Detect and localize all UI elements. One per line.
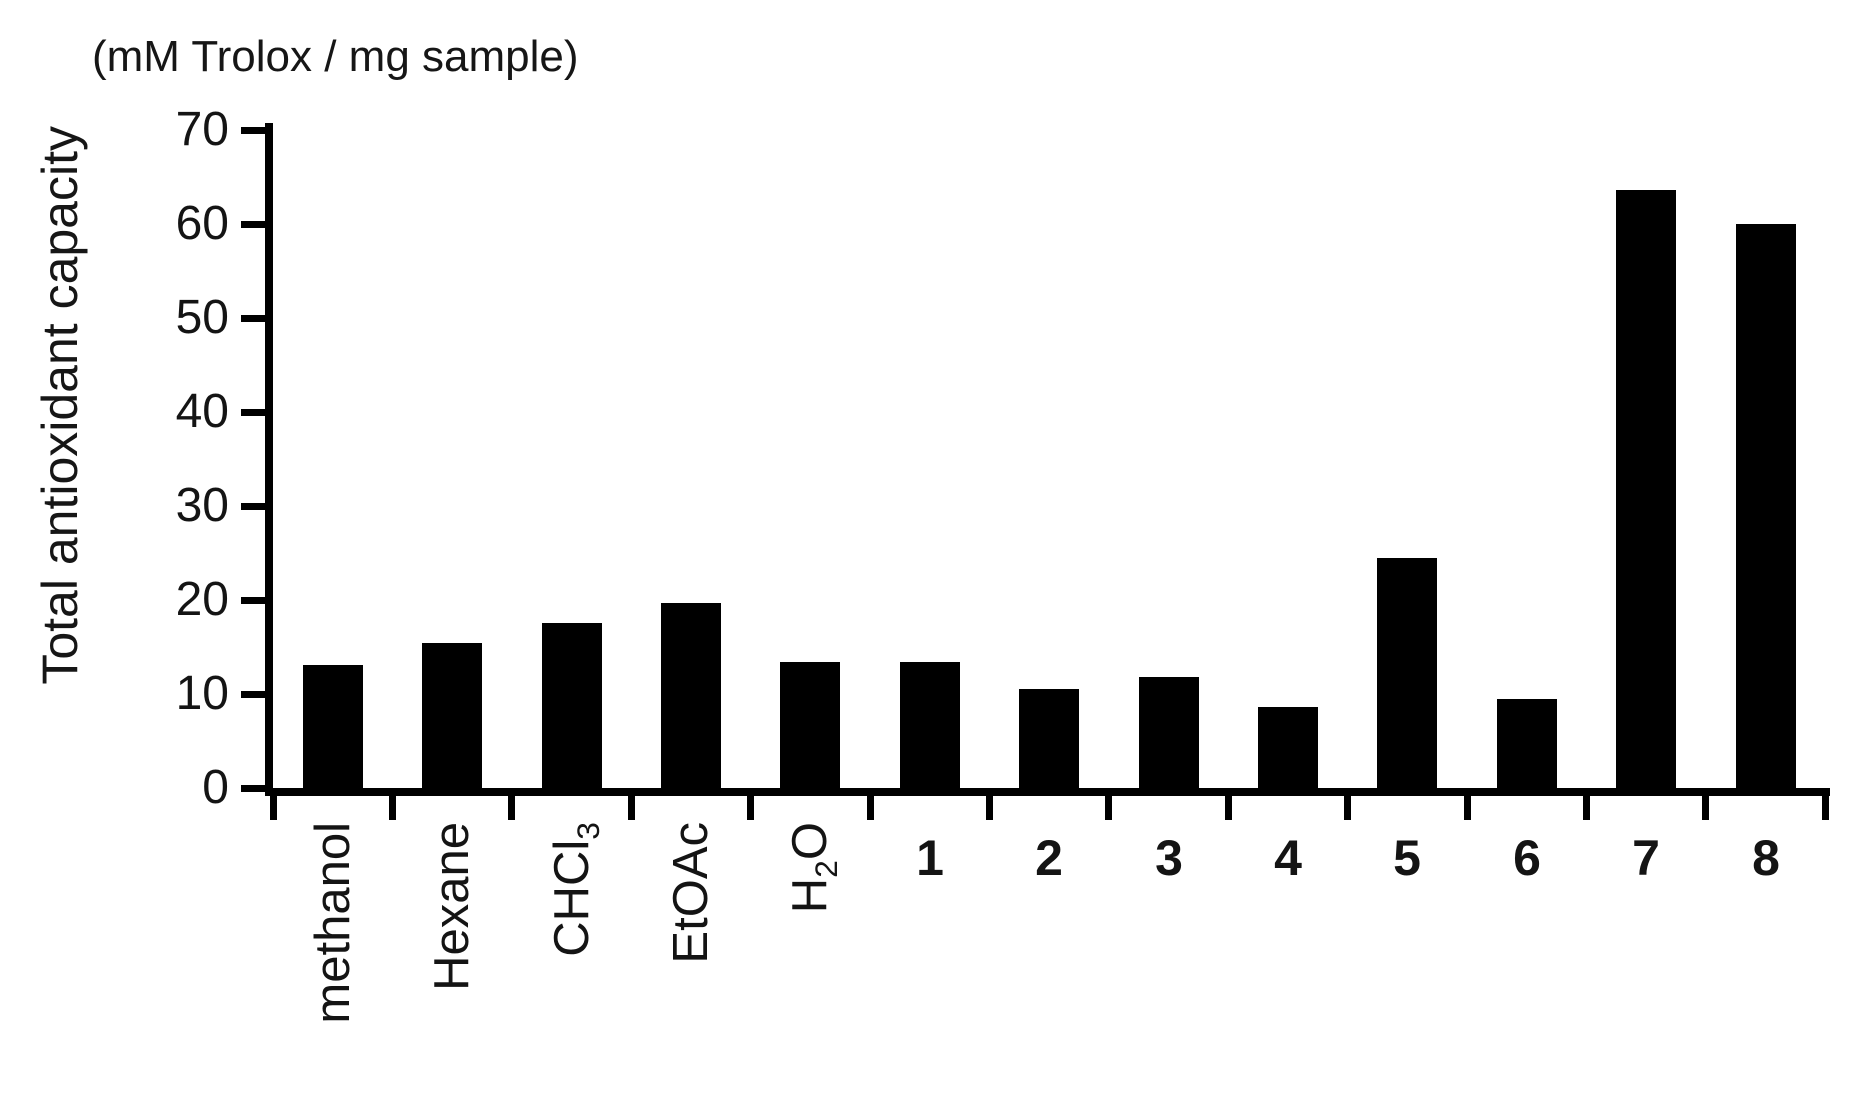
y-tick-mark bbox=[241, 314, 265, 322]
x-category-label: CHCl3 bbox=[545, 822, 613, 957]
label-text: O bbox=[783, 822, 837, 861]
bar bbox=[422, 643, 482, 788]
x-tick-mark bbox=[1105, 790, 1113, 820]
x-tick-mark bbox=[508, 790, 516, 820]
label-subscript: 3 bbox=[569, 822, 606, 840]
bar bbox=[1616, 190, 1676, 788]
y-axis-title: Total antioxidant capacity bbox=[32, 126, 88, 685]
x-tick-mark bbox=[1821, 790, 1829, 820]
label-text: methanol bbox=[306, 822, 360, 1024]
x-category-label: 8 bbox=[1696, 829, 1836, 887]
label-text: Hexane bbox=[425, 822, 479, 991]
label-text: CHCl bbox=[545, 839, 599, 957]
bar bbox=[1019, 689, 1079, 788]
label-text: 7 bbox=[1632, 830, 1660, 886]
label-text: 6 bbox=[1513, 830, 1541, 886]
y-tick-mark bbox=[241, 596, 265, 604]
x-axis-line bbox=[265, 788, 1831, 796]
label-text: 5 bbox=[1393, 830, 1421, 886]
y-tick-label: 60 bbox=[175, 197, 229, 250]
x-tick-mark bbox=[627, 790, 635, 820]
label-text: EtOAc bbox=[664, 822, 718, 964]
bar bbox=[780, 662, 840, 788]
x-category-label: 6 bbox=[1457, 829, 1597, 887]
bar bbox=[303, 665, 363, 788]
x-tick-mark bbox=[985, 790, 993, 820]
label-text: 2 bbox=[1035, 830, 1063, 886]
x-tick-mark bbox=[1702, 790, 1710, 820]
bar bbox=[1258, 707, 1318, 788]
x-tick-mark bbox=[1582, 790, 1590, 820]
x-category-label: 2 bbox=[979, 829, 1119, 887]
label-text: 4 bbox=[1274, 830, 1302, 886]
x-tick-mark bbox=[388, 790, 396, 820]
x-category-label: 7 bbox=[1576, 829, 1716, 887]
bar bbox=[900, 662, 960, 788]
y-axis-units-label: (mM Trolox / mg sample) bbox=[92, 32, 579, 81]
x-category-label: 3 bbox=[1099, 829, 1239, 887]
x-tick-mark bbox=[747, 790, 755, 820]
y-tick-mark bbox=[241, 690, 265, 698]
label-text: 1 bbox=[916, 830, 944, 886]
y-tick-mark bbox=[241, 408, 265, 416]
bar bbox=[1497, 699, 1557, 788]
label-subscript: 2 bbox=[807, 860, 844, 878]
bar bbox=[661, 603, 721, 788]
y-tick-label: 0 bbox=[202, 761, 229, 814]
x-category-label: 1 bbox=[860, 829, 1000, 887]
y-tick-mark bbox=[241, 784, 265, 792]
x-tick-mark bbox=[866, 790, 874, 820]
x-tick-mark bbox=[269, 790, 277, 820]
bar bbox=[542, 623, 602, 788]
bar bbox=[1139, 677, 1199, 788]
bar bbox=[1377, 558, 1437, 788]
label-text: H bbox=[783, 877, 837, 914]
bar bbox=[1736, 224, 1796, 788]
y-tick-label: 30 bbox=[175, 479, 229, 532]
x-category-label: Hexane bbox=[425, 822, 479, 991]
label-text: 3 bbox=[1155, 830, 1183, 886]
y-tick-label: 40 bbox=[175, 385, 229, 438]
x-category-label: EtOAc bbox=[664, 822, 718, 964]
y-tick-label: 10 bbox=[175, 667, 229, 720]
x-category-label: H2O bbox=[783, 822, 851, 914]
y-tick-label: 50 bbox=[175, 291, 229, 344]
y-tick-mark bbox=[241, 502, 265, 510]
y-tick-label: 70 bbox=[175, 103, 229, 156]
label-text: 8 bbox=[1752, 830, 1780, 886]
x-category-label: 4 bbox=[1218, 829, 1358, 887]
x-tick-mark bbox=[1463, 790, 1471, 820]
y-tick-mark bbox=[241, 126, 265, 134]
y-tick-mark bbox=[241, 220, 265, 228]
x-tick-mark bbox=[1344, 790, 1352, 820]
y-tick-label: 20 bbox=[175, 573, 229, 626]
x-category-label: 5 bbox=[1337, 829, 1477, 887]
y-axis-line bbox=[265, 123, 273, 796]
x-tick-mark bbox=[1224, 790, 1232, 820]
x-category-label: methanol bbox=[306, 822, 360, 1024]
